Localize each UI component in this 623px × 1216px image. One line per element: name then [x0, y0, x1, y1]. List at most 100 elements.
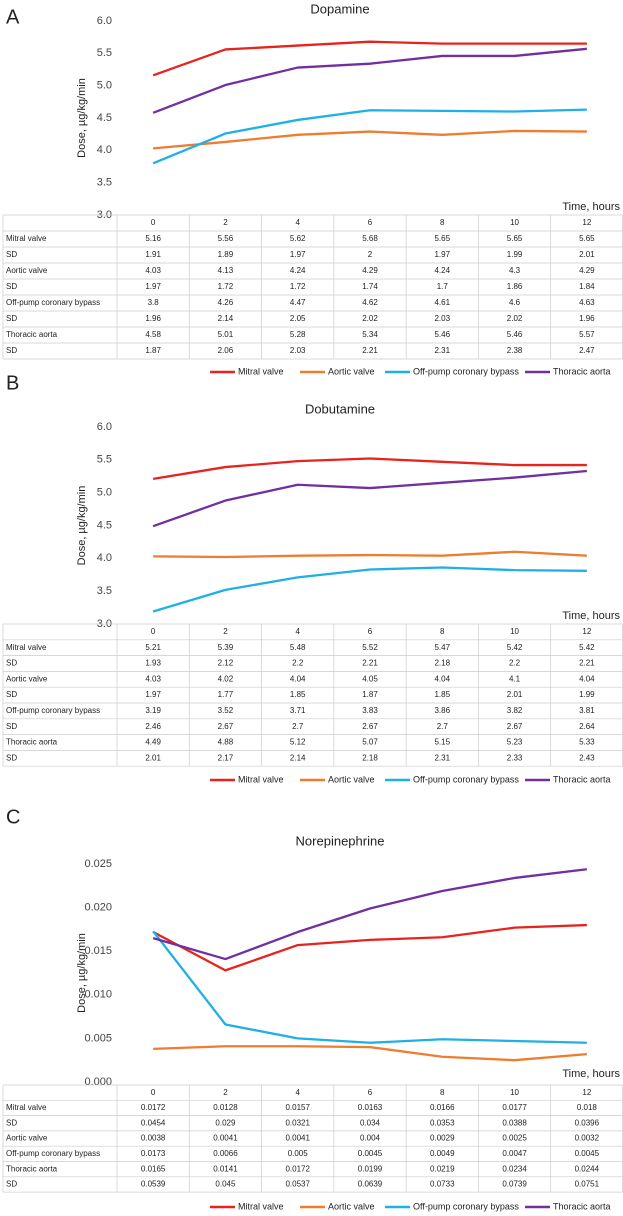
table-cell: 1.97: [145, 282, 161, 291]
row-label: Mitral valve: [6, 643, 47, 652]
table-cell: 3.81: [579, 706, 595, 715]
table-cell: 5.21: [145, 643, 161, 652]
table-cell: 4.26: [218, 298, 234, 307]
x-tick-label: 10: [510, 1088, 519, 1097]
table-cell: 2.31: [434, 346, 450, 355]
row-label: SD: [6, 314, 17, 323]
table-cell: 2.02: [362, 314, 378, 323]
table-cell: 4.1: [509, 674, 521, 683]
table-cell: 0.0041: [285, 1134, 310, 1143]
legend-label: Mitral valve: [238, 774, 284, 784]
table-cell: 2.7: [437, 722, 449, 731]
table-cell: 0.0163: [358, 1103, 383, 1112]
table-cell: 5.33: [579, 738, 595, 747]
table-cell: 0.0141: [213, 1164, 238, 1173]
table-cell: 5.56: [218, 234, 234, 243]
legend-label: Thoracic aorta: [553, 366, 611, 376]
series-line: [153, 129, 587, 150]
table-cell: 0.0172: [285, 1164, 310, 1173]
table-cell: 5.07: [362, 738, 378, 747]
table-cell: 0.0177: [502, 1103, 527, 1112]
table-cell: 2.2: [509, 659, 521, 668]
row-label: Off-pump coronary bypass: [6, 706, 100, 715]
table-cell: 2.67: [507, 722, 523, 731]
table-cell: 1.85: [290, 690, 306, 699]
table-cell: 2.33: [507, 753, 523, 762]
row-label: Thoracic aorta: [6, 1164, 58, 1173]
table-cell: 2.18: [434, 659, 450, 668]
row-label: SD: [6, 1180, 17, 1189]
y-tick-label: 0.010: [84, 989, 112, 1001]
table-cell: 3.86: [434, 706, 450, 715]
table-cell: 4.63: [579, 298, 595, 307]
table-cell: 4.47: [290, 298, 306, 307]
x-tick-label: 10: [510, 218, 519, 227]
table-cell: 0.0454: [141, 1118, 166, 1127]
table-cell: 3.71: [290, 706, 306, 715]
table-cell: 2.67: [218, 722, 234, 731]
table-cell: 5.62: [290, 234, 306, 243]
y-axis-label: Dose, µg/kg/min: [76, 933, 88, 1013]
table-cell: 4.29: [579, 266, 595, 275]
table-cell: 5.16: [145, 234, 161, 243]
table-cell: 1.93: [145, 659, 161, 668]
y-axis-label: Dose, µg/kg/min: [76, 486, 88, 566]
y-tick-label: 5.0: [97, 487, 112, 499]
table-cell: 5.42: [507, 643, 523, 652]
table-cell: 5.65: [579, 234, 595, 243]
table-cell: 5.48: [290, 643, 306, 652]
table-cell: 0.0639: [358, 1180, 383, 1189]
row-label: Mitral valve: [6, 234, 47, 243]
panel-label: B: [6, 372, 19, 394]
table-cell: 2.64: [579, 722, 595, 731]
row-label: Thoracic aorta: [6, 738, 58, 747]
y-tick-label: 5.0: [97, 80, 112, 92]
table-cell: 2: [368, 250, 373, 259]
table-cell: 0.0165: [141, 1164, 166, 1173]
table-cell: 5.23: [507, 738, 523, 747]
x-tick-label: 0: [151, 218, 156, 227]
table-cell: 2.01: [145, 753, 161, 762]
table-cell: 0.0172: [141, 1103, 166, 1112]
table-cell: 0.005: [288, 1149, 309, 1158]
table-cell: 4.13: [218, 266, 234, 275]
table-cell: 4.03: [145, 674, 161, 683]
table-cell: 2.21: [362, 659, 378, 668]
series-line: [152, 457, 587, 481]
table-cell: 0.0166: [430, 1103, 455, 1112]
table-cell: 2.14: [218, 314, 234, 323]
x-axis-label: Time, hours: [562, 201, 620, 213]
row-label: SD: [6, 250, 17, 259]
table-cell: 0.018: [577, 1103, 598, 1112]
table-cell: 2.38: [507, 346, 523, 355]
table-cell: 1.72: [290, 282, 306, 291]
table-cell: 1.84: [579, 282, 595, 291]
table-cell: 2.02: [507, 314, 523, 323]
table-cell: 1.97: [145, 690, 161, 699]
table-cell: 0.0173: [141, 1149, 166, 1158]
table-cell: 2.01: [579, 250, 595, 259]
chart-title: Dopamine: [310, 1, 369, 16]
table-cell: 5.47: [434, 643, 450, 652]
x-tick-label: 6: [368, 218, 373, 227]
y-tick-label: 5.5: [97, 47, 112, 59]
table-cell: 2.01: [507, 690, 523, 699]
y-tick-label: 6.0: [97, 15, 112, 27]
x-tick-label: 2: [223, 627, 228, 636]
table-cell: 1.85: [434, 690, 450, 699]
table-cell: 2.43: [579, 753, 595, 762]
row-label: SD: [6, 1118, 17, 1127]
y-tick-label: 0.020: [84, 902, 112, 914]
row-label: SD: [6, 659, 17, 668]
x-tick-label: 8: [440, 1088, 445, 1097]
y-tick-label: 0.005: [84, 1032, 112, 1044]
table-cell: 1.99: [507, 250, 523, 259]
table-cell: 4.61: [434, 298, 450, 307]
row-label: SD: [6, 282, 17, 291]
table-cell: 0.0049: [430, 1149, 455, 1158]
y-tick-label: 4.5: [97, 519, 112, 531]
x-tick-label: 4: [295, 627, 300, 636]
table-cell: 2.06: [218, 346, 234, 355]
panel-label: A: [6, 6, 20, 28]
